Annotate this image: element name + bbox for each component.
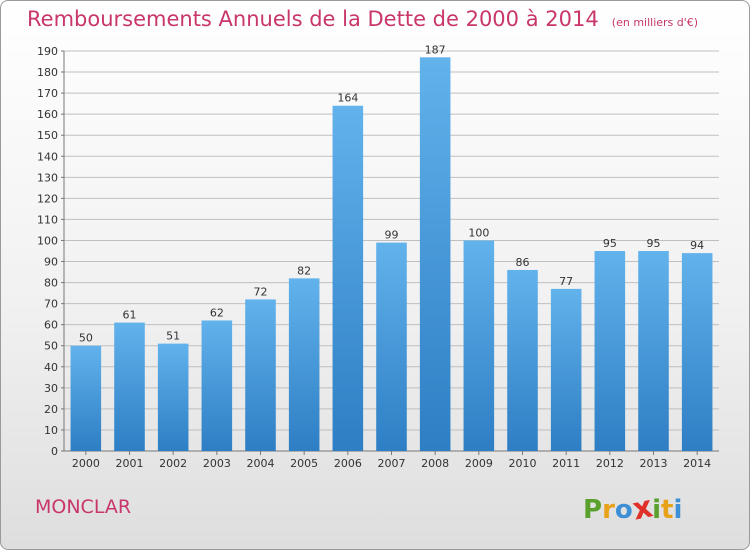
bar	[463, 240, 495, 451]
bar-value-label: 77	[559, 275, 573, 288]
y-tick-label: 130	[37, 171, 58, 184]
proxiti-logo: Proxiti	[583, 489, 683, 527]
bar	[288, 278, 320, 451]
bar-value-label: 164	[337, 92, 358, 105]
y-tick-label: 60	[44, 319, 58, 332]
y-tick-label: 170	[37, 87, 58, 100]
y-tick-label: 150	[37, 129, 58, 142]
x-tick-label: 2012	[596, 457, 624, 470]
bar-value-label: 95	[647, 237, 661, 250]
y-tick-label: 80	[44, 277, 58, 290]
bar-value-label: 94	[690, 239, 704, 252]
y-tick-label: 40	[44, 361, 58, 374]
bar	[681, 253, 713, 451]
bar	[332, 105, 364, 451]
bar-value-label: 61	[123, 309, 137, 322]
bar	[245, 299, 276, 451]
y-tick-label: 90	[44, 256, 58, 269]
y-tick-label: 100	[37, 234, 58, 247]
chart-title: Remboursements Annuels de la Dette de 20…	[27, 7, 698, 31]
y-tick-label: 190	[37, 45, 58, 58]
x-tick-label: 2009	[465, 457, 493, 470]
bar-value-label: 82	[297, 264, 311, 277]
x-tick-label: 2003	[203, 457, 231, 470]
x-tick-label: 2011	[552, 457, 580, 470]
x-tick-label: 2001	[116, 457, 144, 470]
logo-letter: r	[602, 495, 615, 525]
y-tick-label: 30	[44, 382, 58, 395]
x-tick-label: 2014	[683, 457, 711, 470]
bar-value-label: 95	[603, 237, 617, 250]
bar-value-label: 99	[385, 229, 399, 242]
x-tick-label: 2000	[72, 457, 100, 470]
x-tick-label: 2007	[378, 457, 406, 470]
y-tick-label: 70	[44, 298, 58, 311]
y-tick-label: 140	[37, 150, 58, 163]
y-tick-label: 20	[44, 403, 58, 416]
x-tick-label: 2006	[334, 457, 362, 470]
logo-letter: i	[673, 495, 683, 525]
bar	[201, 320, 233, 451]
logo-letter: o	[614, 495, 633, 525]
logo-letter: i	[652, 495, 662, 525]
x-tick-label: 2004	[247, 457, 275, 470]
bar-value-label: 86	[516, 256, 530, 269]
logo-letter: t	[661, 495, 674, 525]
bar-value-label: 187	[425, 43, 446, 56]
bar	[594, 251, 626, 451]
y-tick-label: 50	[44, 340, 58, 353]
title-text: Remboursements Annuels de la Dette de 20…	[27, 7, 599, 31]
bar-value-label: 62	[210, 306, 224, 319]
logo-letter: P	[583, 495, 603, 525]
y-tick-label: 120	[37, 192, 58, 205]
bar	[376, 242, 407, 451]
commune-name: MONCLAR	[35, 496, 132, 518]
x-tick-label: 2005	[290, 457, 318, 470]
bar	[507, 269, 538, 451]
y-tick-label: 110	[37, 213, 58, 226]
unit-label: (en milliers d'€)	[611, 16, 699, 29]
bar-value-label: 100	[468, 226, 489, 239]
bar	[419, 57, 451, 451]
x-tick-label: 2008	[421, 457, 449, 470]
y-tick-label: 0	[51, 445, 58, 458]
y-tick-label: 180	[37, 66, 58, 79]
y-tick-label: 160	[37, 108, 58, 121]
bar-value-label: 72	[254, 285, 268, 298]
bar-value-label: 50	[79, 332, 93, 345]
x-tick-label: 2013	[640, 457, 668, 470]
bar	[70, 345, 102, 451]
bar	[114, 322, 145, 451]
bar	[638, 251, 669, 451]
bar	[550, 288, 582, 451]
bar	[157, 343, 189, 451]
y-tick-label: 10	[44, 424, 58, 437]
x-tick-label: 2002	[159, 457, 187, 470]
bar-value-label: 51	[166, 330, 180, 343]
x-tick-label: 2010	[509, 457, 537, 470]
